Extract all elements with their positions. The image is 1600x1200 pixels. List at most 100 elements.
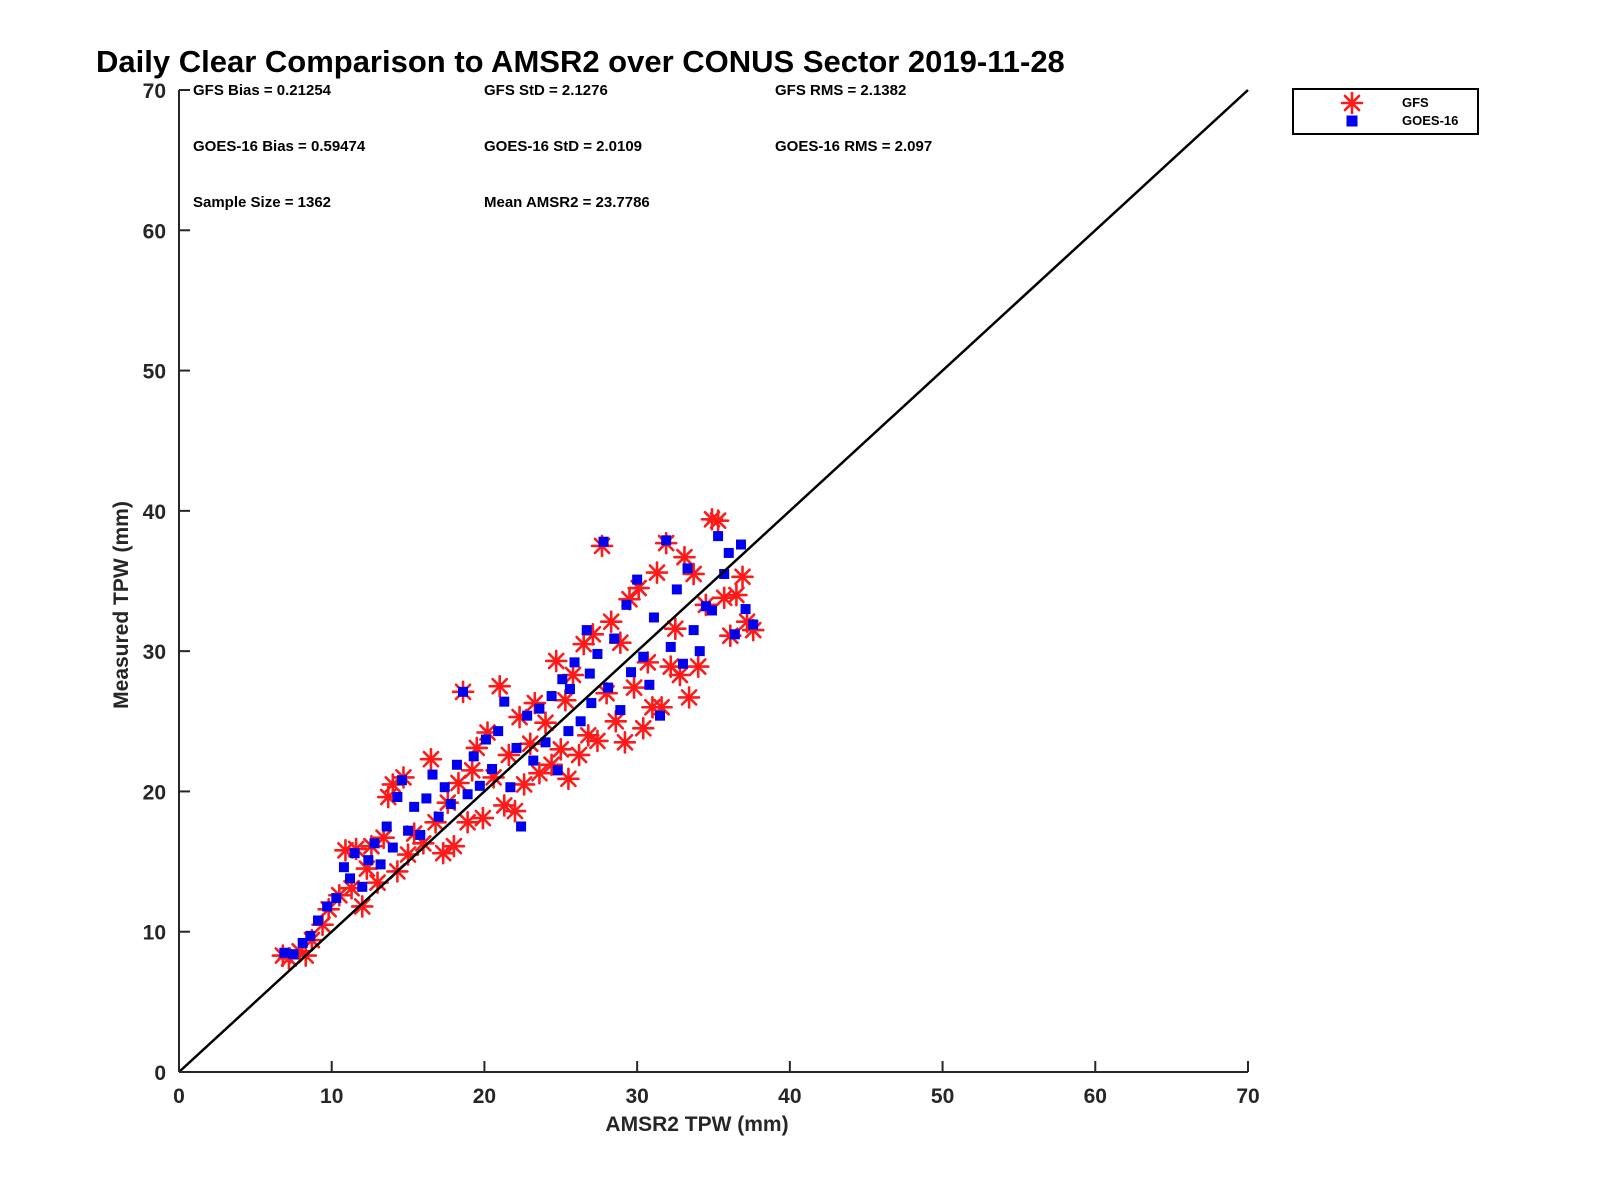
goes16-point	[338, 862, 349, 873]
gfs-point	[586, 729, 609, 753]
data-points	[271, 507, 765, 970]
goes16-point	[563, 726, 574, 737]
gfs-point	[725, 583, 748, 607]
goes16-point	[381, 821, 392, 832]
gfs-point	[471, 806, 495, 830]
stat-label: Sample Size = 1362	[193, 194, 331, 211]
gfs-point	[645, 561, 669, 584]
goes16-point	[534, 703, 545, 714]
legend-gfs-label: GFS	[1402, 95, 1429, 110]
goes16-point	[700, 601, 711, 612]
goes16-point	[445, 799, 456, 810]
goes16-point	[648, 612, 659, 623]
goes16-point	[511, 742, 522, 753]
stat-label: GOES-16 RMS = 2.097	[775, 138, 932, 155]
goes16-point	[499, 696, 510, 707]
y-tick-label: 40	[143, 501, 166, 524]
goes16-point	[415, 829, 426, 840]
stat-label: Mean AMSR2 = 23.7786	[484, 194, 650, 211]
goes16-point	[297, 937, 308, 948]
axes: 00 10 10 20 20 30 30 40 40 50 50 60 60 70 70	[143, 80, 1260, 1108]
goes16-point	[312, 915, 323, 926]
y-tick-label: 10	[143, 922, 166, 945]
goes16-point	[688, 625, 699, 636]
y-tick-label: 50	[143, 361, 166, 384]
goes16-point	[305, 930, 316, 941]
reference-line-layer	[178, 89, 1249, 1073]
gfs-point	[456, 810, 479, 834]
x-tick-label: 40	[778, 1085, 801, 1108]
goes16-point	[564, 684, 575, 695]
goes16-point	[748, 619, 759, 630]
y-tick-label: 20	[143, 781, 166, 804]
gfs-point	[557, 767, 580, 791]
goes16-point	[522, 710, 533, 721]
gfs-point	[622, 676, 646, 699]
goes16-point	[505, 782, 516, 793]
goes16-point	[392, 792, 403, 803]
goes16-point	[279, 947, 290, 958]
x-tick-label: 50	[931, 1085, 954, 1108]
goes16-point	[569, 657, 580, 668]
x-tick-label: 60	[1084, 1085, 1107, 1108]
goes16-point	[322, 901, 333, 912]
stats-panel: GFS Bias = 0.21254 GFS StD = 2.1276 GFS RM…	[193, 82, 932, 211]
y-tick-label: 60	[143, 220, 166, 243]
x-tick-label: 0	[173, 1085, 185, 1108]
goes16-point	[345, 873, 356, 884]
stat-label: GOES-16 Bias = 0.59474	[193, 138, 366, 155]
goes16-point	[421, 793, 432, 804]
legend-goes16-marker	[1346, 115, 1358, 127]
goes16-point	[557, 674, 568, 685]
gfs-point	[503, 799, 527, 823]
goes16-point	[552, 765, 563, 776]
goes16-point	[740, 604, 751, 615]
goes16-point	[719, 568, 730, 579]
gfs-point	[512, 773, 536, 796]
goes16-point	[409, 801, 420, 812]
gfs-point	[528, 761, 551, 785]
gfs-point	[488, 674, 512, 698]
goes16-point	[661, 535, 672, 546]
legend: GFS GOES-16	[1292, 88, 1479, 135]
goes16-point	[451, 759, 462, 770]
x-tick-label: 30	[625, 1085, 648, 1108]
goes16-point	[735, 539, 746, 550]
goes16-point	[609, 633, 620, 644]
goes16-point	[403, 825, 414, 836]
goes16-point	[694, 646, 705, 657]
gfs-point	[544, 649, 568, 673]
goes16-point	[581, 625, 592, 636]
y-tick-label: 30	[143, 641, 166, 664]
goes16-point	[706, 605, 717, 616]
goes16-point	[349, 848, 360, 859]
legend-goes16-label: GOES-16	[1402, 113, 1458, 128]
gfs-point	[442, 834, 466, 858]
x-axis-label: AMSR2 TPW (mm)	[605, 1113, 788, 1136]
gfs-point	[419, 747, 443, 771]
goes16-point	[480, 734, 491, 745]
gfs-point	[599, 610, 623, 633]
stat-label: GFS RMS = 2.1382	[775, 82, 906, 99]
goes16-point	[439, 782, 450, 793]
goes16-point	[723, 547, 734, 558]
goes16-point	[546, 691, 557, 702]
goes16-point	[655, 710, 666, 721]
y-axis-label: Measured TPW (mm)	[110, 501, 133, 709]
goes16-point	[677, 658, 688, 669]
goes16-point	[387, 842, 398, 853]
goes16-point	[638, 651, 649, 662]
goes16-point	[603, 682, 614, 693]
gfs-point	[561, 663, 585, 687]
goes16-point	[671, 584, 682, 595]
stat-label: GFS Bias = 0.21254	[193, 82, 332, 99]
gfs-point	[350, 895, 374, 918]
one-to-one-reference-line	[178, 89, 1249, 1073]
gfs-point	[460, 759, 484, 782]
goes16-point	[528, 755, 539, 766]
goes16-point	[584, 668, 595, 679]
goes16-point	[713, 531, 724, 542]
legend-box	[1292, 88, 1479, 135]
gfs-point	[706, 509, 730, 532]
